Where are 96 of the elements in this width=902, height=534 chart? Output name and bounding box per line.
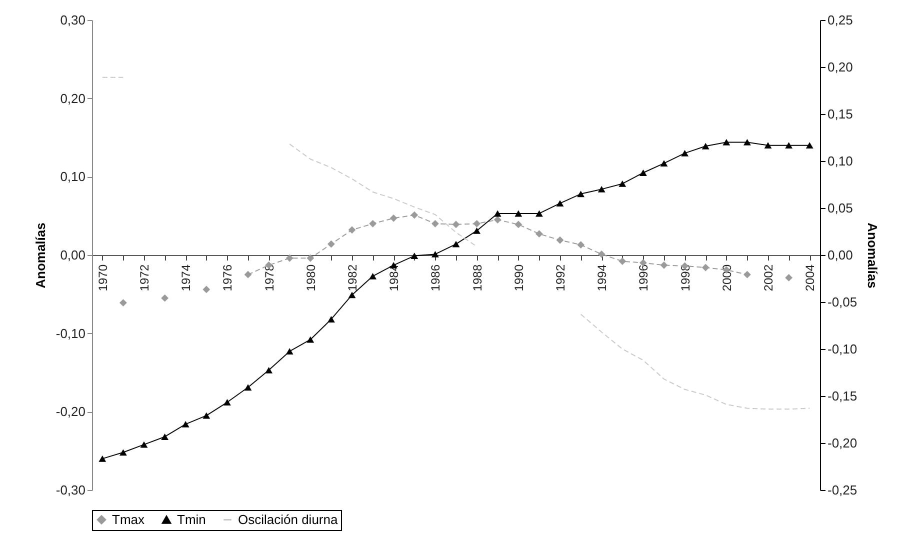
- legend-label: Tmin: [177, 512, 206, 527]
- x-tick-label: 1976: [220, 264, 235, 292]
- y-tick-label: -0,20: [56, 404, 86, 420]
- point: [722, 138, 730, 146]
- point: [535, 230, 543, 238]
- y2-tick-label: -0,10: [828, 342, 858, 356]
- y-tick-label: 0,30: [60, 12, 86, 28]
- point: [743, 138, 751, 146]
- point: [660, 160, 668, 167]
- y2-tick-label: 0,15: [828, 106, 853, 122]
- point: [639, 170, 647, 176]
- point: [390, 214, 398, 222]
- point: [306, 336, 314, 343]
- point: [348, 226, 356, 234]
- point: [660, 261, 668, 269]
- y-axis-title: Anomalías: [32, 222, 48, 288]
- point: [327, 240, 335, 248]
- x-tick-label: 1990: [512, 264, 526, 292]
- y2-tick-label: -0,05: [828, 294, 858, 310]
- y-tick-label: 0,00: [60, 248, 86, 262]
- x-tick-label: 1974: [179, 264, 194, 292]
- point: [410, 252, 418, 259]
- point: [785, 274, 793, 282]
- x-tick-label: 1982: [346, 264, 360, 292]
- point: [473, 228, 481, 234]
- point: [618, 180, 626, 187]
- point: [369, 220, 377, 228]
- point: [452, 220, 460, 228]
- point: [182, 420, 190, 428]
- point: [202, 286, 210, 294]
- point: [431, 220, 439, 228]
- point: [598, 186, 606, 192]
- point: [286, 348, 294, 355]
- x-tick-label: 1996: [636, 264, 651, 292]
- legend-label: Oscilación diurna: [238, 512, 338, 527]
- y2-tick-label: -0,20: [828, 436, 858, 450]
- x-tick-label: 1988: [470, 264, 484, 292]
- point: [764, 142, 772, 149]
- point: [161, 434, 169, 440]
- point: [494, 210, 502, 217]
- point: [98, 455, 106, 462]
- y-tick-label: 0,10: [60, 169, 86, 184]
- x-tick-label: 2004: [803, 264, 818, 292]
- point: [202, 412, 210, 419]
- y2-tick-label: 0,20: [828, 60, 853, 74]
- x-tick-label: 1972: [138, 264, 152, 292]
- point: [618, 258, 626, 265]
- point: [598, 250, 606, 258]
- x-tick-label: 1986: [428, 264, 443, 292]
- point: [556, 236, 564, 244]
- point: [369, 272, 377, 280]
- point: [556, 200, 564, 207]
- y2-tick-label: 0,00: [828, 248, 853, 262]
- y2-axis-title: Anomalías: [865, 222, 880, 288]
- y2-tick-label: 0,05: [828, 200, 853, 216]
- point: [535, 210, 543, 217]
- point: [577, 241, 585, 249]
- point: [244, 270, 252, 278]
- point: [410, 211, 418, 219]
- point: [494, 216, 502, 224]
- y-tick-label: -0,10: [56, 326, 86, 341]
- point: [265, 366, 273, 374]
- point: [327, 316, 335, 322]
- point: [702, 142, 710, 150]
- point: [119, 299, 127, 306]
- point: [452, 240, 460, 248]
- x-tick-label: 2002: [762, 264, 776, 292]
- point: [223, 399, 231, 406]
- y-tick-label: 0,20: [60, 90, 86, 106]
- x-tick-label: 1994: [595, 264, 610, 292]
- x-tick-label: 1970: [96, 264, 110, 292]
- y2-tick-label: 0,25: [828, 12, 853, 28]
- y2-tick-label: -0,25: [828, 482, 858, 498]
- y2-tick-label: -0,15: [828, 388, 858, 404]
- point: [286, 254, 294, 262]
- x-tick-label: 1992: [554, 264, 568, 292]
- point: [161, 294, 169, 302]
- point: [785, 142, 793, 149]
- point: [306, 254, 314, 262]
- point: [577, 190, 585, 198]
- point: [348, 292, 356, 298]
- point: [514, 220, 522, 228]
- point: [119, 449, 127, 456]
- point: [806, 142, 814, 149]
- point: [702, 264, 710, 272]
- point: [244, 384, 252, 391]
- point: [431, 251, 439, 258]
- point: [140, 441, 148, 448]
- legend-label: Tmax: [112, 512, 145, 527]
- y2-tick-label: 0,10: [828, 154, 853, 168]
- y-tick-label: -0,30: [56, 482, 86, 498]
- point: [514, 210, 522, 217]
- point: [743, 270, 751, 278]
- x-tick-label: 1980: [304, 264, 318, 292]
- point: [473, 220, 481, 228]
- point: [681, 150, 689, 156]
